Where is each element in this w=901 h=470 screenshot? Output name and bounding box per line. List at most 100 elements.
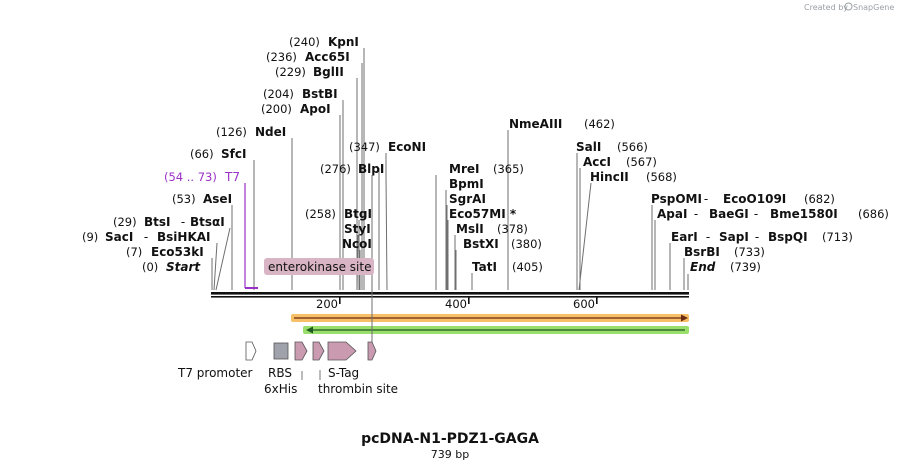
enzyme-name: PspOMI xyxy=(651,192,702,206)
enzyme-name: SalI xyxy=(576,140,601,154)
enzyme-name: Eco53kI xyxy=(151,245,204,259)
enzyme-name: Eco57MI * xyxy=(449,207,517,221)
site-position: (126) xyxy=(216,125,247,139)
small-feature-arrow xyxy=(312,341,325,361)
map-title: pcDNA-N1-PDZ1-GAGA xyxy=(361,431,539,447)
feature-track xyxy=(245,341,377,361)
enzyme-separator: - xyxy=(750,207,762,221)
enzyme-name: EarI xyxy=(671,230,698,244)
enzyme-name: AccI xyxy=(583,155,611,169)
enzyme-name: BglII xyxy=(313,65,344,79)
enzyme-name: NdeI xyxy=(255,125,286,139)
enzyme-name: AseI xyxy=(203,192,232,206)
feature-label-t7-promoter: T7 promoter xyxy=(177,366,253,380)
site-position: (733) xyxy=(734,245,765,259)
enzyme-separator: - xyxy=(700,192,712,206)
enzyme-name: MreI xyxy=(449,162,479,176)
feature-label-rbs: RBS xyxy=(268,366,292,380)
enzyme-name: SacI xyxy=(105,230,133,244)
feature-label-s-tag: S-Tag xyxy=(328,366,359,380)
enzyme-name: HincII xyxy=(590,170,629,184)
enzyme-name: TatI xyxy=(472,260,497,274)
site-position: (686) xyxy=(858,207,889,221)
t7-promoter-arrow xyxy=(245,341,257,361)
site-position: (347) xyxy=(349,140,380,154)
enzyme-separator: - xyxy=(690,207,702,221)
feature-label-6xhis: 6xHis xyxy=(264,382,297,396)
enzyme-name: BtsI xyxy=(144,215,171,229)
ruler-tick-label: 600 xyxy=(573,297,595,311)
site-position: (739) xyxy=(730,260,761,274)
thrombin-site-arrow xyxy=(367,341,377,361)
enzyme-name: BpmI xyxy=(449,177,484,191)
site-position: (462) xyxy=(584,117,615,131)
site-position: (258) xyxy=(305,207,336,221)
t7-marker xyxy=(244,183,258,289)
sequence-ruler xyxy=(211,292,689,304)
credit-text: Created by xyxy=(804,3,848,12)
site-position: (566) xyxy=(617,140,648,154)
feature-leaders xyxy=(301,370,321,380)
enzyme-name: MslI xyxy=(456,222,484,236)
ruler-tick-label: 200 xyxy=(316,297,338,311)
enzyme-name: EcoO109I xyxy=(723,192,786,206)
enzyme-separator: - xyxy=(702,230,714,244)
site-position: (29) xyxy=(113,215,137,229)
t7-label: T7 xyxy=(224,170,240,184)
enzyme-name: BsrBI xyxy=(684,245,720,259)
orf-forward-arrow xyxy=(291,314,689,322)
site-position: (236) xyxy=(266,50,297,64)
enzyme-name: StyI xyxy=(344,222,371,236)
snapgene-brand: SnapGene xyxy=(853,3,894,12)
enterokinase-label: enterokinase site xyxy=(268,260,371,274)
site-position: (240) xyxy=(289,35,320,49)
enzyme-name: BspQI xyxy=(768,230,808,244)
enzyme-separator: - xyxy=(751,230,763,244)
site-position: (200) xyxy=(261,102,292,116)
enzyme-name: BstBI xyxy=(302,87,338,101)
enzyme-name: EcoNI xyxy=(388,140,426,154)
snapgene-logo xyxy=(844,2,853,11)
enterokinase-label-box xyxy=(264,258,374,275)
enzyme-name: NmeAIII xyxy=(509,117,562,131)
start-label: Start xyxy=(166,260,201,274)
site-position: (66) xyxy=(190,147,214,161)
site-position: (229) xyxy=(275,65,306,79)
enzyme-name: SfcI xyxy=(221,147,246,161)
site-position: (568) xyxy=(646,170,677,184)
enzyme-name: ApoI xyxy=(300,102,331,116)
site-position: (713) xyxy=(822,230,853,244)
enzyme-separator: - xyxy=(177,215,189,229)
sequence-length: 739 bp xyxy=(431,448,469,461)
enzyme-name: SgrAI xyxy=(449,192,486,206)
his-tag-arrow xyxy=(294,341,308,361)
enzyme-name: Bme1580I xyxy=(770,207,838,221)
enzyme-name: Acc65I xyxy=(305,50,350,64)
enzyme-separator: - xyxy=(140,230,152,244)
ruler-tick-label: 400 xyxy=(445,297,467,311)
site-position: (0) xyxy=(142,260,158,274)
s-tag-arrow xyxy=(327,341,357,361)
site-position: (365) xyxy=(493,162,524,176)
site-position: (682) xyxy=(804,192,835,206)
site-position: (53) xyxy=(172,192,196,206)
site-position: (380) xyxy=(511,237,542,251)
feature-label-thrombin-site: thrombin site xyxy=(318,382,398,396)
enzyme-name: SapI xyxy=(719,230,749,244)
site-position: (276) xyxy=(320,162,351,176)
site-position: (9) xyxy=(82,230,98,244)
enzyme-name: BaeGI xyxy=(709,207,749,221)
enzyme-name: NcoI xyxy=(342,237,372,251)
site-position: (405) xyxy=(512,260,543,274)
enzyme-name: KpnI xyxy=(328,35,359,49)
site-position: (7) xyxy=(126,245,142,259)
enzyme-name: BsiHKAI xyxy=(157,230,211,244)
rbs-box xyxy=(273,342,289,360)
enzyme-name: BstXI xyxy=(463,237,499,251)
enzyme-name: BlpI xyxy=(358,162,384,176)
site-position: (378) xyxy=(497,222,528,236)
site-position: (204) xyxy=(263,87,294,101)
enzyme-name: BtgI xyxy=(344,207,372,221)
enzyme-name: BtsαI xyxy=(190,215,225,229)
